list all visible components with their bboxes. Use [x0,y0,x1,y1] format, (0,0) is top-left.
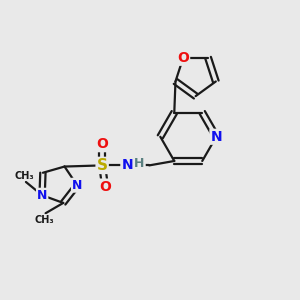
Text: O: O [96,137,108,151]
Text: CH₃: CH₃ [15,170,34,181]
Text: N: N [122,158,133,172]
Text: H: H [134,158,145,170]
Text: CH₃: CH₃ [34,215,54,225]
Text: N: N [37,189,47,202]
Text: O: O [99,180,111,194]
Text: N: N [72,179,82,192]
Text: S: S [97,158,108,173]
Text: O: O [177,51,189,65]
Text: N: N [210,130,222,144]
